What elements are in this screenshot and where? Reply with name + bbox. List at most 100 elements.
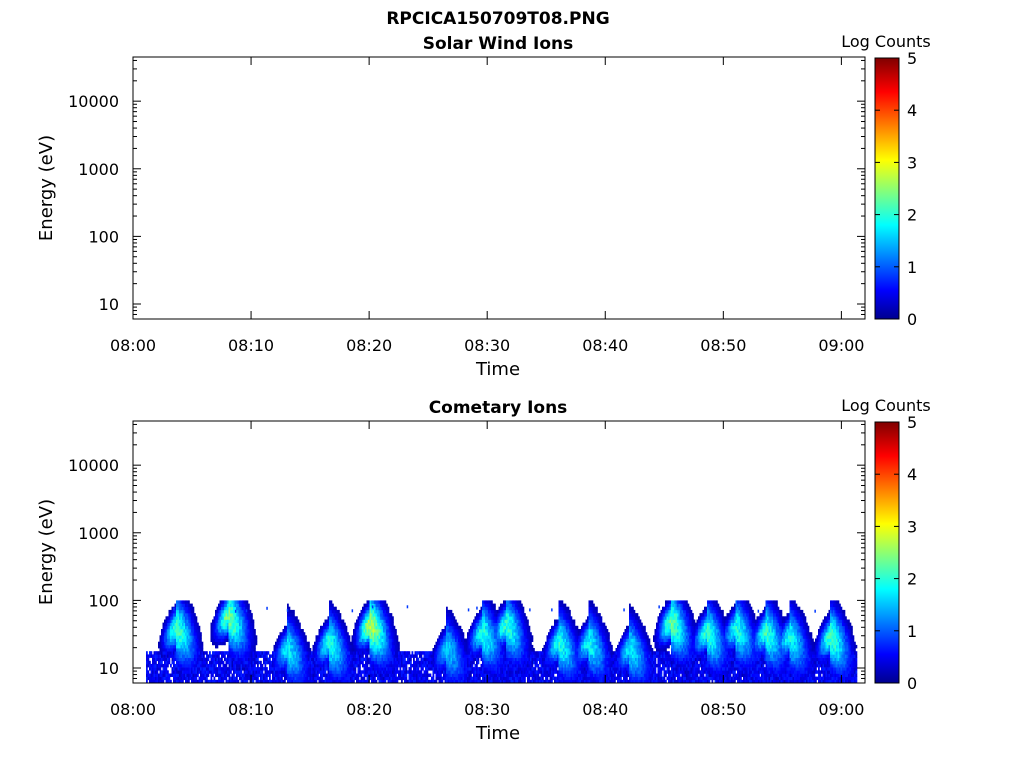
spectrogram-cell bbox=[285, 635, 288, 639]
spectrogram-cell bbox=[215, 613, 217, 617]
spectrogram-cell bbox=[384, 654, 387, 658]
spectrogram-cell bbox=[351, 644, 354, 649]
spectrogram-cell bbox=[204, 663, 207, 668]
spectrogram-cell bbox=[363, 667, 366, 671]
spectrogram-cell bbox=[312, 663, 315, 668]
spectrogram-cell bbox=[219, 625, 222, 630]
spectrogram-cell bbox=[372, 629, 375, 633]
spectrogram-cell bbox=[387, 622, 390, 627]
spectrogram-cell bbox=[350, 648, 352, 652]
spectrogram-cell bbox=[507, 622, 510, 627]
spectrogram-cell bbox=[522, 657, 525, 662]
spectrogram-cell bbox=[299, 648, 301, 652]
spectrogram-cell bbox=[341, 622, 343, 627]
spectrogram-cell bbox=[315, 641, 318, 646]
spectrogram-cell bbox=[471, 679, 474, 684]
spectrogram-cell bbox=[230, 648, 232, 652]
spectrogram-cell bbox=[237, 616, 240, 620]
spectrogram-cell bbox=[389, 676, 391, 681]
spectrogram-cell bbox=[221, 609, 223, 614]
spectrogram-cell bbox=[471, 629, 474, 633]
spectrogram-cell bbox=[215, 663, 217, 668]
spectrogram-cell bbox=[231, 654, 234, 658]
spectrogram-cell bbox=[474, 651, 477, 655]
spectrogram-cell bbox=[206, 679, 208, 684]
spectrogram-cell bbox=[342, 638, 345, 642]
spectrogram-cell bbox=[456, 629, 459, 633]
spectrogram-cell bbox=[338, 644, 340, 649]
spectrogram-cell bbox=[384, 603, 387, 608]
spectrogram-cell bbox=[323, 632, 325, 636]
spectrogram-cell bbox=[185, 635, 187, 639]
spectrogram-cell bbox=[476, 663, 478, 668]
spectrogram-cell bbox=[146, 660, 148, 665]
spectrogram-cell bbox=[456, 679, 459, 684]
spectrogram-cell bbox=[356, 638, 358, 642]
spectrogram-cell bbox=[338, 654, 340, 658]
spectrogram-cell bbox=[459, 654, 462, 658]
spectrogram-cell bbox=[515, 625, 517, 630]
spectrogram-cell bbox=[395, 651, 397, 655]
spectrogram-cell bbox=[332, 676, 334, 681]
spectrogram-cell bbox=[434, 663, 436, 668]
spectrogram-cell bbox=[480, 657, 483, 662]
spectrogram-cell bbox=[327, 648, 330, 652]
spectrogram-cell bbox=[315, 651, 318, 655]
spectrogram-cell bbox=[473, 660, 475, 665]
spectrogram-cell bbox=[393, 654, 396, 658]
spectrogram-cell bbox=[359, 657, 361, 662]
spectrogram-cell bbox=[365, 619, 367, 623]
spectrogram-cell bbox=[384, 644, 387, 649]
spectrogram-cell bbox=[507, 600, 510, 604]
spectrogram-cell bbox=[153, 676, 156, 681]
spectrogram-cell bbox=[191, 654, 193, 658]
spectrogram-cell bbox=[278, 657, 280, 662]
spectrogram-cell bbox=[330, 660, 333, 665]
spectrogram-cell bbox=[240, 641, 243, 646]
spectrogram-cell bbox=[491, 676, 493, 681]
spectrogram-cell bbox=[191, 635, 193, 639]
spectrogram-cell bbox=[453, 641, 456, 646]
spectrogram-cell bbox=[489, 676, 492, 681]
spectrogram-cell bbox=[374, 654, 376, 658]
spectrogram-cell bbox=[275, 679, 277, 684]
spectrogram-cell bbox=[489, 629, 492, 633]
spectrogram-cell bbox=[506, 600, 508, 604]
spectrogram-cell bbox=[249, 638, 252, 642]
spectrogram-cell bbox=[375, 629, 378, 633]
spectrogram-cell bbox=[201, 660, 204, 665]
spectrogram-cell bbox=[456, 635, 459, 639]
spectrogram-cell bbox=[516, 603, 519, 608]
spectrogram-cell bbox=[456, 641, 459, 646]
spectrogram-cell bbox=[174, 629, 177, 633]
spectrogram-cell bbox=[351, 635, 354, 639]
spectrogram-cell bbox=[329, 673, 331, 677]
spectrogram-cell bbox=[324, 629, 327, 633]
spectrogram-cell bbox=[161, 651, 163, 655]
spectrogram-cell bbox=[366, 641, 369, 646]
spectrogram-cell bbox=[221, 670, 223, 674]
spectrogram-cell bbox=[393, 644, 396, 649]
spectrogram-cell bbox=[269, 667, 271, 671]
spectrogram-cell bbox=[297, 657, 300, 662]
spectrogram-cell bbox=[216, 644, 219, 649]
spectrogram-cell bbox=[384, 667, 387, 671]
spectrogram-cell bbox=[497, 657, 499, 662]
spectrogram-cell bbox=[171, 625, 174, 630]
spectrogram-cell bbox=[324, 619, 327, 623]
spectrogram-cell bbox=[252, 676, 255, 681]
spectrogram-cell bbox=[167, 629, 169, 633]
spectrogram-cell bbox=[317, 676, 319, 681]
spectrogram-cell bbox=[369, 609, 372, 614]
spectrogram-cell bbox=[317, 654, 319, 658]
spectrogram-cell bbox=[447, 619, 450, 623]
spectrogram-cell bbox=[384, 619, 387, 623]
spectrogram-cell bbox=[351, 654, 354, 658]
spectrogram-cell bbox=[488, 673, 490, 677]
spectrogram-cell bbox=[333, 673, 336, 677]
spectrogram-cell bbox=[219, 676, 222, 681]
spectrogram-cell bbox=[375, 613, 378, 617]
spectrogram-cell bbox=[182, 670, 184, 674]
spectrogram-cell bbox=[405, 663, 408, 668]
spectrogram-cell bbox=[518, 625, 520, 630]
